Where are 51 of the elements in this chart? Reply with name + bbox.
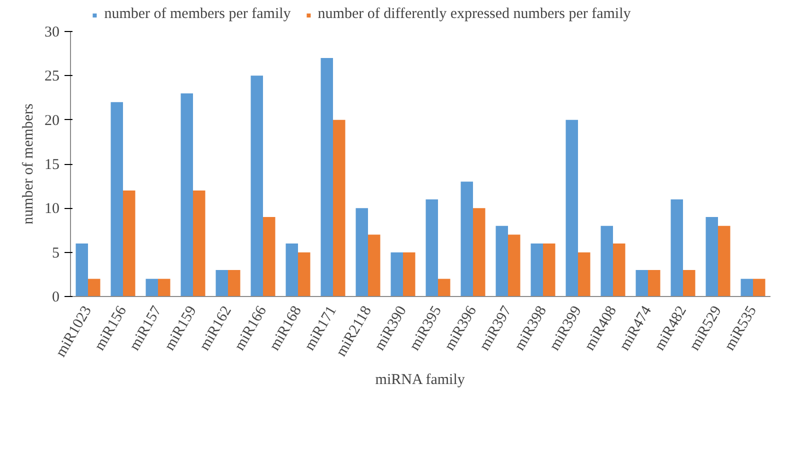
y-tick-label: 25 xyxy=(44,68,60,85)
bar xyxy=(706,217,718,296)
bar xyxy=(460,182,473,296)
legend-label: number of differently expressed numbers per family xyxy=(318,6,631,23)
y-tick-label: 30 xyxy=(44,24,60,40)
bar xyxy=(286,244,298,296)
bar xyxy=(356,208,368,296)
bar xyxy=(216,270,228,296)
bar xyxy=(438,278,450,296)
bar xyxy=(683,270,696,296)
y-tick-label: 15 xyxy=(44,157,60,173)
bar xyxy=(530,244,543,296)
bar xyxy=(158,278,170,296)
bar xyxy=(578,252,590,296)
bar xyxy=(333,120,346,296)
y-tick-label: 5 xyxy=(52,245,60,262)
y-tick-label: 20 xyxy=(44,112,60,129)
bar xyxy=(298,252,310,296)
y-axis-title: number of members xyxy=(20,103,36,224)
bar xyxy=(390,252,403,296)
bar xyxy=(753,278,766,296)
bar xyxy=(426,199,438,296)
bar xyxy=(228,270,240,296)
bar xyxy=(263,217,276,296)
bar xyxy=(600,226,613,296)
bar xyxy=(76,244,88,296)
bar xyxy=(648,270,660,296)
bar xyxy=(110,102,123,296)
bar xyxy=(368,234,380,296)
bar xyxy=(496,226,508,296)
y-tick-label: 10 xyxy=(44,201,60,218)
bar xyxy=(613,244,626,296)
bar xyxy=(320,58,333,296)
bar xyxy=(718,226,730,296)
x-axis-title: miRNA family xyxy=(375,372,466,388)
bar xyxy=(670,199,683,296)
bar xyxy=(543,244,556,296)
bar xyxy=(566,120,578,296)
legend-label: number of members per family xyxy=(104,6,291,23)
bar xyxy=(180,93,193,296)
bar xyxy=(473,208,486,296)
bar xyxy=(250,76,263,296)
bar xyxy=(403,252,416,296)
bar xyxy=(88,278,100,296)
bar xyxy=(123,190,136,296)
y-tick-label: 0 xyxy=(52,290,60,306)
bar xyxy=(740,278,753,296)
bar xyxy=(193,190,206,296)
bar xyxy=(508,234,520,296)
bar xyxy=(146,278,158,296)
bar xyxy=(636,270,648,296)
